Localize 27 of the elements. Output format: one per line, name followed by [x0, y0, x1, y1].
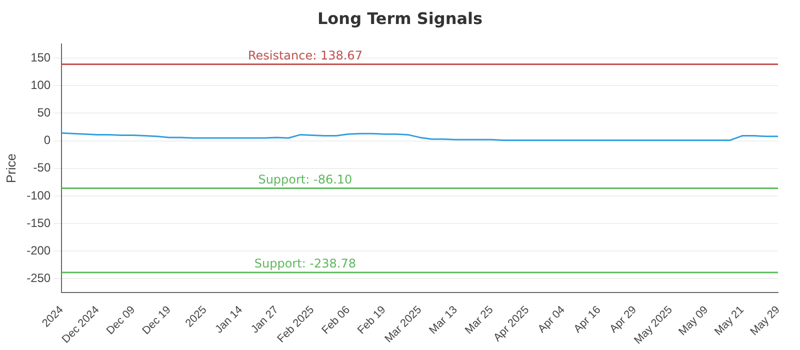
x-tick-label: Apr 04: [536, 304, 568, 336]
x-tick-label: Mar 25: [463, 304, 496, 337]
x-tick-label: Feb 19: [356, 304, 388, 337]
x-tick-label: May 21: [712, 304, 746, 338]
ref-line-label: Support: -86.10: [258, 172, 352, 186]
y-tick-label: 100: [30, 78, 51, 92]
y-tick-label: 0: [44, 133, 51, 148]
x-tick-label: May 09: [676, 304, 711, 338]
y-tick-label: -200: [26, 243, 51, 258]
x-tick-label: May 29: [748, 304, 782, 338]
y-tick-label: -150: [26, 216, 51, 230]
x-tick-label: Mar 13: [427, 304, 460, 337]
chart-title: Long Term Signals: [316, 8, 484, 30]
y-tick-label: 50: [37, 105, 51, 120]
y-tick-label: -50: [33, 160, 51, 175]
y-axis-title: Price: [3, 154, 18, 184]
x-tick-label: Dec 19: [140, 304, 174, 338]
ref-line-label: Support: -238.78: [254, 256, 356, 271]
y-tick-label: -250: [26, 271, 51, 286]
x-tick-label: Apr 29: [608, 304, 639, 336]
y-tick-label: -100: [26, 188, 51, 202]
x-tick-label: Feb 06: [320, 304, 352, 337]
x-tick-label: Apr 16: [572, 304, 604, 336]
x-tick-label: Dec 09: [104, 304, 138, 338]
ref-line-label: Resistance: 138.67: [248, 48, 362, 62]
x-tick-label: Jan 14: [213, 304, 245, 336]
y-tick-label: 150: [30, 50, 51, 64]
